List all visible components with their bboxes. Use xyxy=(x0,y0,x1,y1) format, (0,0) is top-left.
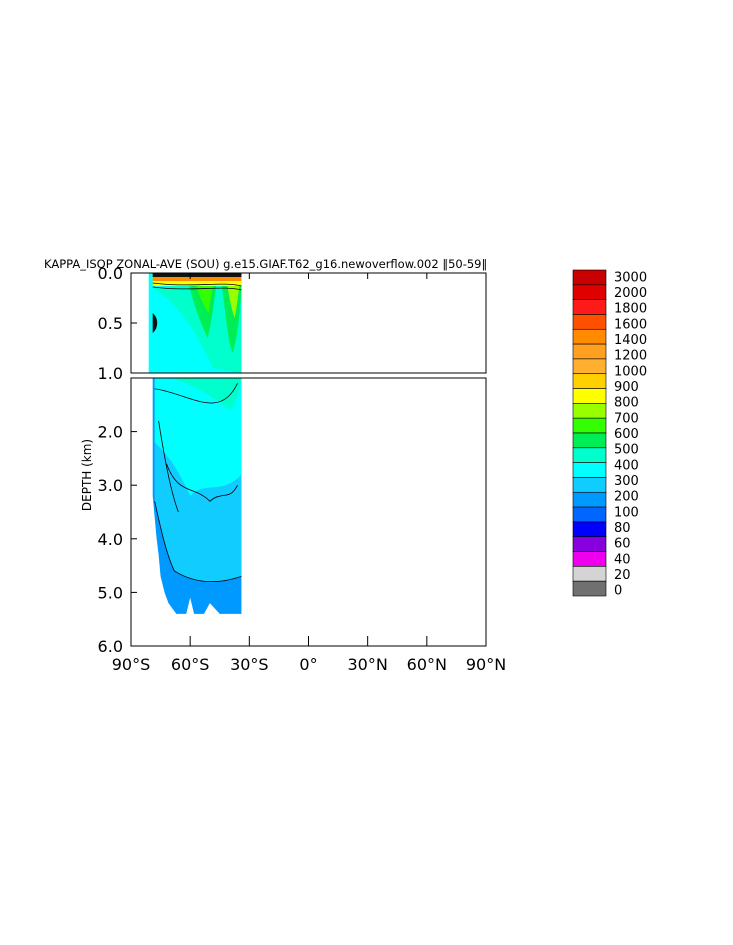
x-tick-label-1: 60°S xyxy=(171,655,210,674)
colorbar-swatch-2 xyxy=(572,299,607,315)
colorbar-swatch-1 xyxy=(572,284,607,300)
y-ticks: 0.0 0.5 1.0 2.0 3.0 4.0 5.0 6.0 xyxy=(98,264,137,656)
x-tick-label-2: 30°S xyxy=(230,655,269,674)
data-field xyxy=(148,273,242,614)
y-axis-label: DEPTH (km) xyxy=(80,439,94,511)
x-tick-label-6: 90°N xyxy=(466,655,506,674)
colorbar-swatch-3 xyxy=(572,314,607,330)
colorbar-label-1: 2000 xyxy=(614,286,647,301)
colorbar-swatch-21 xyxy=(572,580,607,597)
colorbar-swatch-12 xyxy=(572,447,607,463)
upper-contour-500 xyxy=(152,278,242,373)
upper-y-tick-label-1: 0.5 xyxy=(98,314,123,333)
colorbar-label-15: 100 xyxy=(614,505,639,520)
colorbar-swatch-11 xyxy=(572,432,607,449)
lower-y-tick-label-2: 4.0 xyxy=(98,530,123,549)
colorbar-swatch-14 xyxy=(572,477,607,493)
lower-y-tick-label-3: 5.0 xyxy=(98,583,123,602)
colorbar-swatch-6 xyxy=(572,358,607,375)
lower-y-tick-label-1: 3.0 xyxy=(98,476,123,495)
colorbar-label-17: 60 xyxy=(614,537,631,552)
lower-contour-line-1 xyxy=(166,463,238,502)
lower-contour-400 xyxy=(154,378,242,496)
x-tick-label-3: 0° xyxy=(299,655,317,674)
x-ticks: 90°S 60°S 30°S 0° 30°N 60°N 90°N xyxy=(112,273,506,674)
lower-contour-line-3 xyxy=(154,383,238,404)
upper-field xyxy=(148,273,242,373)
lower-y-tick-label-0: 2.0 xyxy=(98,423,123,442)
upper-contour-line-0 xyxy=(152,282,242,287)
colorbar-label-5: 1200 xyxy=(614,349,647,364)
colorbar-label-10: 600 xyxy=(614,427,639,442)
colorbar-swatch-17 xyxy=(572,521,607,538)
colorbar-label-2: 1800 xyxy=(614,302,647,317)
colorbar-swatch-13 xyxy=(572,462,607,478)
colorbar-swatch-19 xyxy=(572,551,607,567)
x-tick-label-5: 60°N xyxy=(407,655,447,674)
lower-contour-500 xyxy=(170,378,242,411)
upper-contour-line-1 xyxy=(152,286,242,291)
colorbar-swatch-8 xyxy=(572,388,607,404)
colorbar-swatch-9 xyxy=(572,403,607,419)
lower-contour-line-2 xyxy=(154,501,242,582)
colorbar-label-8: 800 xyxy=(614,396,639,411)
colorbar-label-0: 3000 xyxy=(614,270,647,285)
colorbar-swatch-4 xyxy=(572,328,607,345)
colorbar-label-18: 40 xyxy=(614,552,631,567)
colorbar: 3000200018001600140012001000900800700600… xyxy=(572,269,647,599)
colorbar-label-7: 900 xyxy=(614,380,639,395)
x-tick-label-4: 30°N xyxy=(348,655,388,674)
upper-shelf-contours xyxy=(152,313,158,333)
x-tick-label-0: 90°S xyxy=(112,655,151,674)
colorbar-label-6: 1000 xyxy=(614,364,647,379)
upper-contour-700 xyxy=(194,279,215,313)
colorbar-swatch-5 xyxy=(572,343,607,360)
colorbar-label-20: 0 xyxy=(614,584,622,599)
upper-y-tick-label-2: 1.0 xyxy=(98,364,123,383)
colorbar-swatch-0 xyxy=(572,269,607,286)
colorbar-swatch-10 xyxy=(572,417,607,434)
colorbar-label-4: 1400 xyxy=(614,333,647,348)
colorbar-label-19: 20 xyxy=(614,568,631,583)
colorbar-swatch-16 xyxy=(572,506,607,523)
colorbar-swatch-18 xyxy=(572,536,607,552)
colorbar-swatch-20 xyxy=(572,566,607,582)
colorbar-label-3: 1600 xyxy=(614,317,647,332)
colorbar-label-12: 400 xyxy=(614,458,639,473)
colorbar-label-9: 700 xyxy=(614,411,639,426)
lower-contour-line-0 xyxy=(158,420,179,513)
colorbar-label-13: 300 xyxy=(614,474,639,489)
lower-y-tick-label-4: 6.0 xyxy=(98,637,123,656)
chart-title: KAPPA_ISOP ZONAL-AVE (SOU) g.e15.GIAF.T6… xyxy=(44,257,487,271)
colorbar-label-11: 500 xyxy=(614,443,639,458)
lower-field xyxy=(152,378,242,614)
colorbar-label-14: 200 xyxy=(614,490,639,505)
upper-surface-dense-contours xyxy=(152,273,242,277)
colorbar-swatch-7 xyxy=(572,373,607,389)
upper-y-tick-label-0: 0.0 xyxy=(98,264,123,283)
colorbar-swatch-15 xyxy=(572,491,607,508)
colorbar-label-16: 80 xyxy=(614,521,631,536)
